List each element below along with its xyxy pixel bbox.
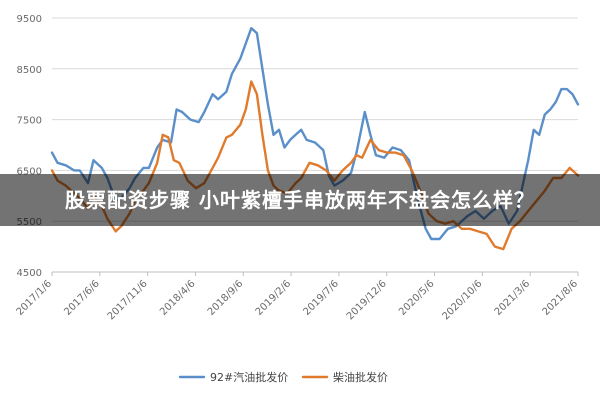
x-tick-label: 2017/11/6: [106, 278, 150, 322]
y-tick-label: 9500: [17, 14, 42, 25]
legend-label: 92#汽油批发价: [210, 370, 288, 384]
legend-label: 柴油批发价: [333, 370, 388, 384]
headline-banner: [0, 174, 600, 226]
legend: 92#汽油批发价 柴油批发价: [178, 370, 388, 384]
x-tick-label: 2017/6/6: [62, 278, 102, 318]
y-tick-label: 4500: [17, 268, 42, 279]
y-tick-label: 6500: [17, 166, 42, 177]
x-tick-label: 2019/2/6: [254, 278, 294, 318]
x-tick-label: 2021/3/6: [493, 278, 533, 318]
y-tick-label: 8500: [17, 65, 42, 76]
x-tick-label: 2019/7/6: [301, 278, 341, 318]
x-tick-label: 2018/9/6: [206, 278, 246, 318]
headline-text: 股票配资步骤 小叶紫檀手串放两年不盘会怎么样？: [65, 188, 535, 212]
x-tick-label: 2019/12/6: [345, 278, 389, 322]
tick-labels: 4500550065007500850095002017/1/62017/6/6…: [15, 14, 581, 322]
axes: [51, 271, 579, 276]
x-tick-label: 2017/1/6: [15, 278, 55, 318]
x-tick-label: 2020/10/6: [440, 278, 484, 322]
gridlines: [52, 17, 578, 273]
x-tick-label: 2020/5/6: [397, 278, 437, 318]
y-tick-label: 7500: [17, 116, 42, 127]
x-tick-label: 2018/4/6: [158, 278, 198, 318]
x-tick-label: 2021/8/6: [541, 278, 581, 318]
